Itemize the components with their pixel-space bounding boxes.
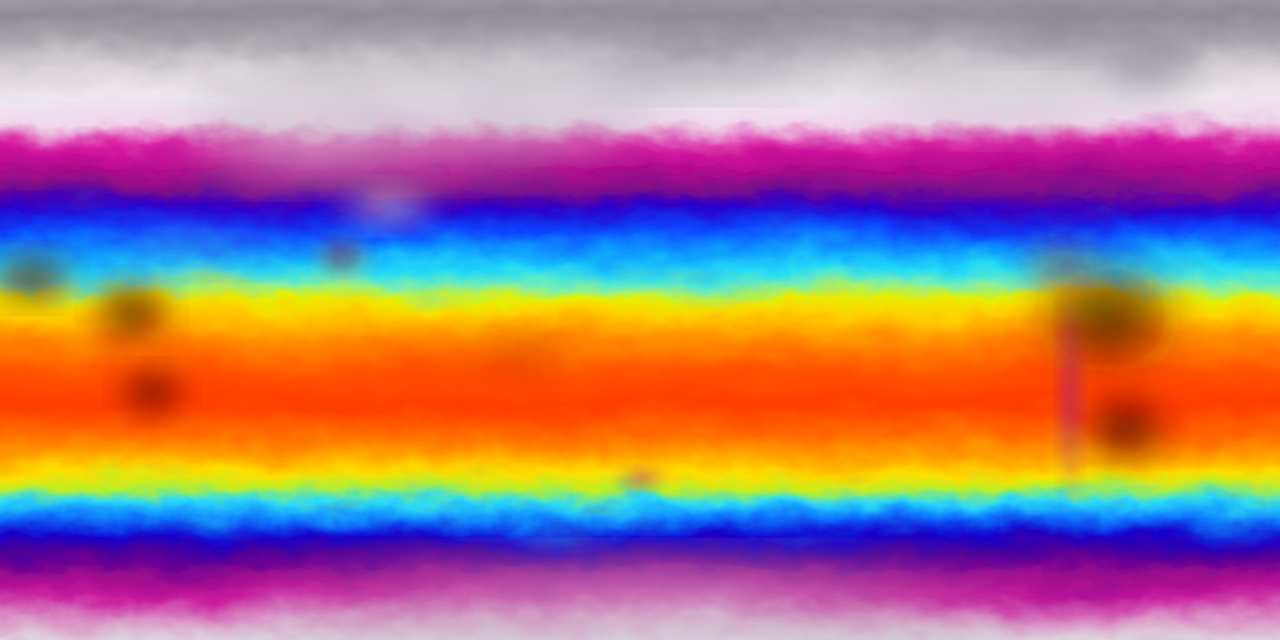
global-temperature-heatmap xyxy=(0,0,1280,640)
temperature-map-viewport xyxy=(0,0,1280,640)
sensor-grain-overlay xyxy=(0,0,1280,640)
